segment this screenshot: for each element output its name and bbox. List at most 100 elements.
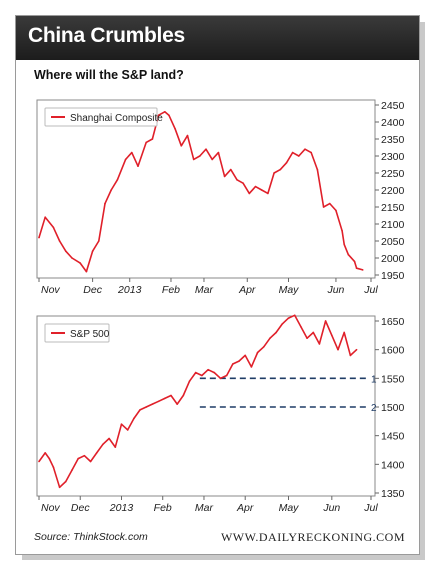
data-point-sp500 bbox=[318, 343, 321, 345]
y-tick-label-sp500: 1500 bbox=[381, 402, 405, 414]
y-tick-label-shanghai: 2450 bbox=[381, 100, 405, 112]
data-point-sp500 bbox=[38, 460, 40, 463]
data-point-sp500 bbox=[232, 363, 234, 365]
x-tick-label-shanghai: Mar bbox=[195, 284, 214, 296]
data-point-shanghai bbox=[157, 114, 160, 116]
data-point-shanghai bbox=[58, 240, 61, 242]
data-point-sp500 bbox=[52, 466, 55, 469]
data-point-shanghai bbox=[71, 257, 73, 259]
x-tick-label-shanghai: Dec bbox=[83, 284, 102, 296]
data-point-shanghai bbox=[353, 260, 356, 263]
website-credit: WWW.DAILYRECKONING.COM bbox=[220, 530, 405, 544]
data-point-shanghai bbox=[91, 250, 94, 252]
data-point-shanghai bbox=[343, 243, 345, 246]
plot-area-shanghai bbox=[36, 99, 376, 279]
data-point-sp500 bbox=[324, 320, 327, 322]
y-tick-label-sp500: 1400 bbox=[381, 459, 405, 471]
data-point-sp500 bbox=[194, 371, 197, 374]
chart-shanghai: 1950 2000 2050 2100 2150 2200 2250 2300 2350 2400… bbox=[36, 99, 405, 296]
data-point-shanghai bbox=[186, 134, 189, 137]
y-tick-label-shanghai: 2200 bbox=[381, 185, 405, 197]
data-point-shanghai bbox=[116, 179, 119, 181]
data-point-shanghai bbox=[168, 114, 170, 116]
legend-box-sp500 bbox=[44, 323, 110, 343]
data-point-shanghai bbox=[223, 175, 226, 178]
data-point-shanghai bbox=[180, 145, 183, 147]
data-point-sp500 bbox=[83, 454, 86, 457]
data-point-shanghai bbox=[38, 236, 40, 239]
y-tick-label-shanghai: 2050 bbox=[381, 236, 405, 248]
data-point-shanghai bbox=[328, 202, 331, 205]
data-point-sp500 bbox=[355, 348, 358, 351]
data-point-shanghai bbox=[199, 155, 201, 157]
data-point-shanghai bbox=[52, 226, 55, 229]
legend-box-shanghai bbox=[44, 107, 158, 127]
data-point-sp500 bbox=[213, 371, 216, 374]
data-point-shanghai bbox=[44, 216, 46, 218]
data-point-shanghai bbox=[98, 240, 100, 242]
data-point-shanghai bbox=[217, 151, 220, 154]
data-point-shanghai bbox=[110, 189, 112, 191]
data-point-shanghai bbox=[260, 189, 263, 191]
data-point-sp500 bbox=[343, 331, 345, 334]
data-point-sp500 bbox=[58, 486, 61, 489]
data-point-shanghai bbox=[335, 209, 337, 212]
data-point-shanghai bbox=[151, 138, 154, 140]
x-tick-label-shanghai: Jun bbox=[326, 284, 344, 296]
data-point-shanghai bbox=[254, 185, 257, 188]
data-point-sp500 bbox=[176, 403, 178, 405]
chart-subtitle: Where will the S&P land? bbox=[34, 68, 184, 82]
x-tick-label-shanghai: Feb bbox=[162, 284, 180, 296]
data-point-sp500 bbox=[306, 337, 308, 340]
y-tick-label-shanghai: 2300 bbox=[381, 151, 405, 163]
data-point-shanghai bbox=[205, 148, 207, 150]
data-point-sp500 bbox=[71, 469, 73, 471]
x-tick-label-sp500: Mar bbox=[195, 502, 214, 514]
data-point-shanghai bbox=[229, 168, 232, 171]
data-point-sp500 bbox=[287, 317, 290, 319]
data-point-shanghai bbox=[291, 151, 294, 154]
data-point-shanghai bbox=[174, 128, 176, 130]
data-point-shanghai bbox=[130, 151, 133, 154]
data-point-shanghai bbox=[145, 141, 148, 144]
data-point-sp500 bbox=[48, 457, 51, 460]
y-tick-label-sp500: 1550 bbox=[381, 373, 405, 385]
data-point-sp500 bbox=[337, 348, 339, 351]
y-tick-label-sp500: 1350 bbox=[381, 488, 405, 500]
data-point-sp500 bbox=[139, 409, 141, 411]
y-tick-label-shanghai: 1950 bbox=[381, 270, 405, 282]
data-point-sp500 bbox=[89, 460, 92, 463]
y-tick-label-shanghai: 2250 bbox=[381, 168, 405, 180]
data-point-shanghai bbox=[273, 172, 275, 174]
data-point-sp500 bbox=[300, 325, 302, 328]
data-point-sp500 bbox=[108, 437, 110, 440]
data-point-sp500 bbox=[250, 366, 253, 368]
data-point-shanghai bbox=[248, 192, 251, 195]
data-point-sp500 bbox=[201, 374, 203, 377]
series-line-shanghai bbox=[38, 111, 364, 273]
data-point-shanghai bbox=[85, 270, 88, 273]
data-point-sp500 bbox=[207, 368, 209, 371]
chart-sp500: 1350 1400 1450 1500 1550 1600 1650 Nov Dec 2013 Fe… bbox=[36, 314, 405, 514]
data-point-sp500 bbox=[170, 394, 172, 397]
data-point-shanghai bbox=[65, 250, 67, 252]
data-point-shanghai bbox=[124, 158, 127, 161]
x-tick-label-shanghai: 2013 bbox=[117, 284, 142, 296]
x-tick-label-shanghai: Jul bbox=[363, 284, 378, 296]
source-note: Source: ThinkStock.com bbox=[34, 531, 148, 543]
data-point-shanghai bbox=[355, 267, 358, 270]
data-point-sp500 bbox=[293, 314, 296, 317]
data-point-shanghai bbox=[279, 168, 282, 171]
data-point-sp500 bbox=[262, 346, 265, 348]
data-point-sp500 bbox=[238, 360, 240, 362]
data-point-sp500 bbox=[225, 374, 228, 377]
data-point-shanghai bbox=[322, 206, 325, 208]
data-point-sp500 bbox=[157, 400, 160, 403]
data-point-sp500 bbox=[256, 351, 259, 354]
data-point-sp500 bbox=[182, 394, 185, 397]
x-tick-label-sp500: Feb bbox=[154, 502, 172, 514]
data-point-sp500 bbox=[219, 377, 222, 380]
data-point-sp500 bbox=[349, 354, 352, 357]
data-point-sp500 bbox=[95, 452, 98, 454]
